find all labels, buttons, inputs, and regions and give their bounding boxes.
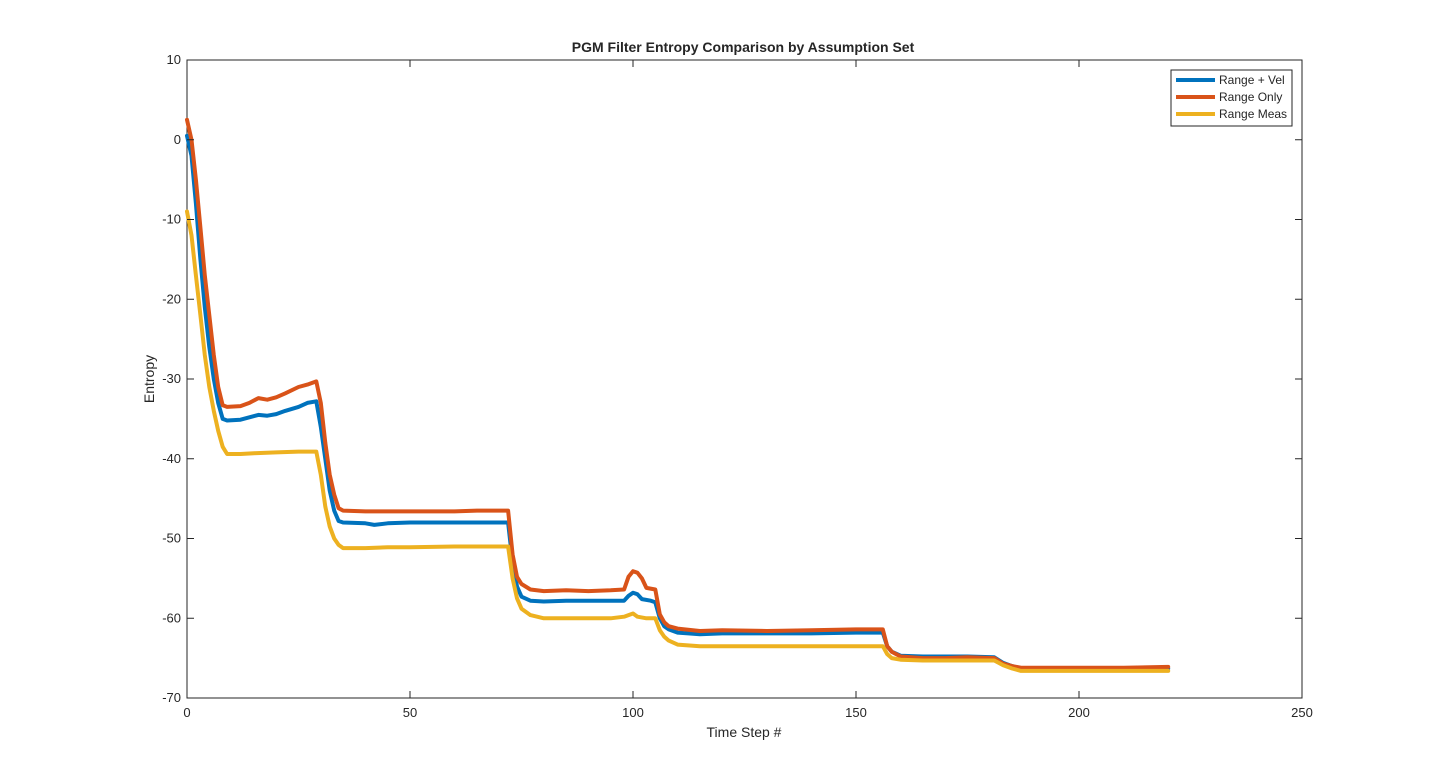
y-tick-label: -10 [162,212,181,227]
y-ticks: 10 0 -10 -20 -30 -40 -50 -60 -70 [162,52,1302,705]
x-tick-label: 50 [403,705,417,720]
axes-box [186,59,1303,699]
y-axis-label: Entropy [141,355,157,403]
y-tick-label: -70 [162,690,181,705]
x-tick-label: 100 [622,705,644,720]
series-line-1 [185,117,1171,670]
chart-title: PGM Filter Entropy Comparison by Assumpt… [572,39,915,55]
plot-area: 0 50 100 150 200 250 100-10-20-30-40-50-60-70 [162,52,1313,720]
x-tick-label: 0 [183,705,190,720]
x-ticks: 0 50 100 150 200 250 [183,60,1313,720]
x-tick-label: 150 [845,705,867,720]
legend[interactable]: Range + Vel Range Only Range Meas [1170,69,1293,127]
legend-label-2: Range Meas [1219,107,1287,121]
series-line-2 [185,209,1171,673]
y-tick-label: -20 [162,291,181,306]
x-axis-label: Time Step # [707,724,782,740]
y-tick-label: 10 [167,52,181,67]
y-tick-label: -60 [162,610,181,625]
series-group [185,117,1171,673]
y-tick-label: -40 [162,451,181,466]
x-tick-label: 250 [1291,705,1313,720]
y-tick-label: -30 [162,371,181,386]
legend-label-0: Range + Vel [1219,73,1285,87]
legend-label-1: Range Only [1219,90,1282,104]
x-tick-label: 200 [1068,705,1090,720]
y-tick-label: 0 [174,132,181,147]
y-tick-label: -50 [162,531,181,546]
